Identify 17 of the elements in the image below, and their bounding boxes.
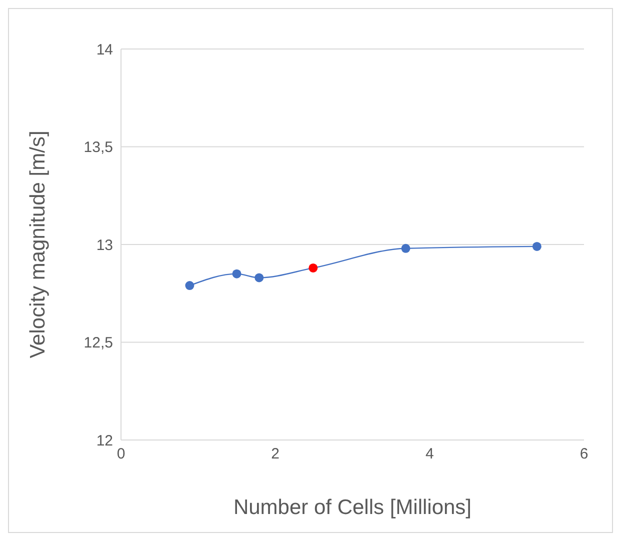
point <box>401 244 410 253</box>
x-tick-label: 0 <box>116 446 126 463</box>
y-tick-label: 12 <box>96 432 113 450</box>
y-tick-label: 13,5 <box>84 139 113 156</box>
x-axis-title: Number of Cells [Millions] <box>233 496 472 519</box>
point <box>254 273 264 282</box>
y-tick-label: 13 <box>96 236 113 254</box>
point <box>532 242 542 251</box>
point <box>308 263 318 272</box>
x-tick-label: 4 <box>425 446 434 463</box>
x-tick-label: 6 <box>580 446 588 463</box>
y-axis-title: Velocity magnitude [m/s] <box>26 130 50 358</box>
point <box>232 269 242 278</box>
y-tick-label: 12,5 <box>84 334 113 352</box>
x-tick-label: 2 <box>271 446 280 463</box>
y-tick-label: 14 <box>96 41 113 58</box>
point <box>185 281 194 290</box>
